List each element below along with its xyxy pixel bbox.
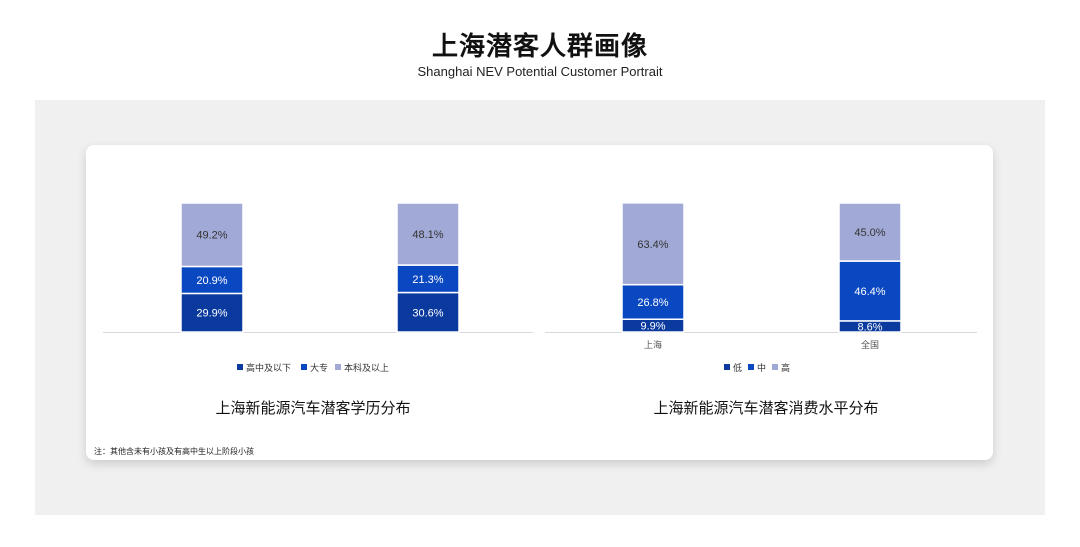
legend-swatch xyxy=(748,364,754,370)
legend-label: 高 xyxy=(781,362,790,374)
data-label: 63.4% xyxy=(637,239,668,251)
bar-segment xyxy=(396,264,460,294)
legend-swatch xyxy=(237,364,243,370)
legend-label: 中 xyxy=(757,362,766,374)
chart-title-consumption: 上海新能源汽车潜客消费水平分布 xyxy=(653,399,879,417)
data-label: 46.4% xyxy=(854,286,885,298)
bar-segment xyxy=(180,265,244,295)
footnote: 注：其他含未有小孩及有高中生以上阶段小孩 xyxy=(94,447,254,456)
bar-segment xyxy=(180,292,244,333)
page-subtitle: Shanghai NEV Potential Customer Portrait xyxy=(417,64,663,79)
x-tick-label: 上海 xyxy=(644,339,662,351)
bar-segment xyxy=(396,202,460,266)
legend-label: 低 xyxy=(733,362,742,374)
page-title: 上海潜客人群画像 xyxy=(431,32,648,62)
data-label: 8.6% xyxy=(857,321,882,333)
bar-segment xyxy=(621,202,685,286)
legend-label: 高中及以下 xyxy=(246,362,291,374)
bar-segment xyxy=(396,291,460,333)
legend-label: 本科及以上 xyxy=(344,362,389,374)
data-label: 21.3% xyxy=(412,274,443,286)
data-label: 49.2% xyxy=(196,230,227,242)
bar-segment xyxy=(180,202,244,268)
bar-segment xyxy=(838,202,902,262)
legend-swatch xyxy=(772,364,778,370)
legend-swatch xyxy=(724,364,730,370)
legend-label: 大专 xyxy=(310,362,328,374)
legend-swatch xyxy=(335,364,341,370)
data-label: 26.8% xyxy=(637,297,668,309)
data-label: 45.0% xyxy=(854,227,885,239)
data-label: 20.9% xyxy=(196,275,227,287)
data-label: 9.9% xyxy=(640,321,665,333)
x-tick-label: 全国 xyxy=(861,339,879,351)
data-label: 29.9% xyxy=(196,308,227,320)
legend-swatch xyxy=(301,364,307,370)
bar-segment xyxy=(838,260,902,322)
chart-title-education: 上海新能源汽车潜客学历分布 xyxy=(215,399,411,417)
data-label: 30.6% xyxy=(412,307,443,319)
data-label: 48.1% xyxy=(412,229,443,241)
bar-segment xyxy=(621,283,685,320)
